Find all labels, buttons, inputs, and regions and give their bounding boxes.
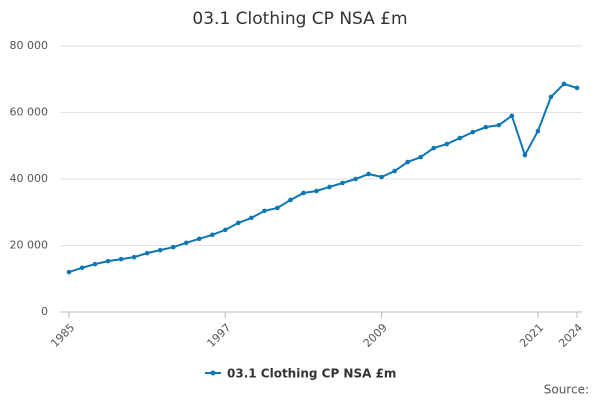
- point: [392, 168, 397, 174]
- point: [157, 247, 163, 253]
- point: [509, 113, 515, 119]
- point: [470, 129, 476, 135]
- point: [118, 256, 124, 262]
- x-tick-label: 2024: [556, 321, 585, 350]
- y-tick-label: 80 000: [10, 39, 49, 52]
- point: [574, 85, 580, 91]
- point: [431, 145, 437, 151]
- point: [457, 135, 463, 141]
- point: [183, 240, 189, 246]
- legend-marker: [210, 370, 216, 376]
- point: [66, 269, 72, 275]
- point: [131, 254, 137, 260]
- point: [483, 124, 489, 130]
- point: [288, 197, 293, 203]
- y-tick-label: 20 000: [10, 239, 49, 252]
- point: [92, 261, 98, 267]
- point: [548, 94, 554, 100]
- chart-title: 03.1 Clothing CP NSA £m: [192, 9, 407, 29]
- point: [301, 190, 306, 196]
- x-tick-label: 1985: [48, 321, 77, 350]
- legend-label: 03.1 Clothing CP NSA £m: [227, 367, 396, 381]
- point: [496, 122, 502, 128]
- x-tick-label: 2021: [517, 321, 546, 350]
- y-tick-label: 40 000: [10, 172, 49, 185]
- y-tick-label: 60 000: [10, 106, 49, 119]
- point: [522, 152, 528, 158]
- x-tick-label: 1997: [205, 321, 234, 350]
- point: [444, 141, 450, 147]
- point: [353, 176, 358, 182]
- point: [236, 220, 241, 226]
- point: [144, 250, 150, 256]
- point: [314, 188, 319, 194]
- point: [249, 215, 254, 221]
- point: [262, 208, 267, 214]
- point: [379, 174, 384, 180]
- point: [418, 154, 423, 160]
- point: [275, 205, 280, 211]
- point: [196, 236, 202, 242]
- point: [561, 81, 567, 87]
- point: [535, 128, 541, 134]
- point: [209, 232, 215, 238]
- x-tick-label: 2009: [361, 321, 390, 350]
- point: [223, 227, 228, 233]
- point: [405, 159, 410, 165]
- point: [170, 244, 176, 250]
- point: [79, 265, 85, 271]
- point: [105, 258, 111, 264]
- point: [340, 180, 345, 186]
- line: [68, 82, 578, 274]
- point: [366, 171, 371, 177]
- source: Source:: [544, 383, 589, 397]
- y-tick-label: 0: [41, 305, 48, 318]
- point: [327, 184, 332, 190]
